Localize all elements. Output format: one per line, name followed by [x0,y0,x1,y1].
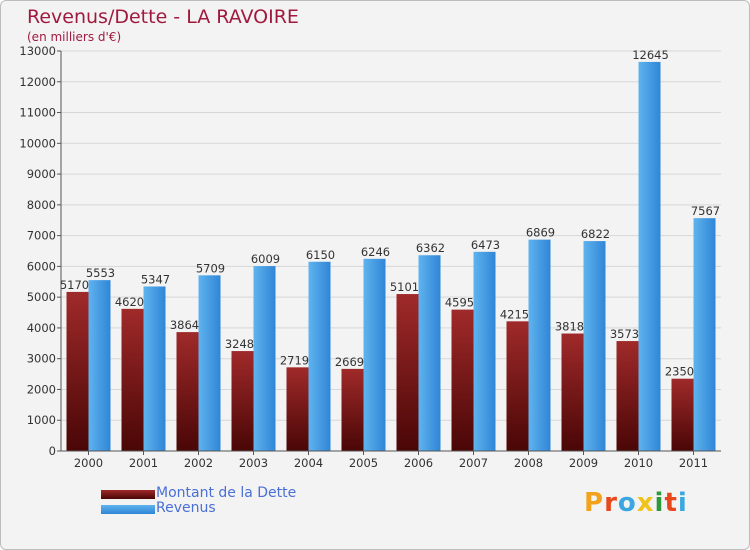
y-tick-label-2000: 2000 [27,382,56,396]
y-tick-label-3000: 3000 [27,352,56,366]
y-tick-label-1000: 1000 [27,413,56,427]
bar-dette-2007 [451,309,474,451]
data-label-revenus-2005: 6246 [361,245,390,259]
y-tick-label-5000: 5000 [27,290,56,304]
bar-revenus-2007 [473,251,496,451]
bar-dette-2011 [671,378,694,451]
logo-letter: x [636,488,655,518]
bar-revenus-2002 [198,275,221,451]
y-tick-label-7000: 7000 [27,229,56,243]
logo-letter: i [654,488,665,518]
data-label-dette-2002: 3864 [170,318,199,332]
bar-dette-2001 [121,308,144,451]
data-label-revenus-2003: 6009 [251,252,280,266]
bar-dette-2000 [66,291,89,451]
logo-letter: t [664,488,678,518]
legend-label-debt: Montant de la Dette [156,485,297,501]
y-tick-label-0: 0 [49,444,56,458]
bar-dette-2006 [396,294,419,451]
data-label-dette-2011: 2350 [665,365,694,379]
x-tick-label-2001: 2001 [129,456,158,470]
data-label-dette-2005: 2669 [335,355,364,369]
data-label-dette-2003: 3248 [225,337,254,351]
data-label-revenus-2009: 6822 [581,227,610,241]
bar-revenus-2000 [88,280,111,451]
grid-lines [61,50,721,452]
bar-dette-2010 [616,341,639,451]
bar-dette-2009 [561,333,584,451]
x-tick-label-2007: 2007 [459,456,488,470]
y-tick-label-6000: 6000 [27,259,56,273]
x-tick-label-2003: 2003 [239,456,268,470]
bar-dette-2004 [286,367,309,451]
data-label-revenus-2006: 6362 [416,241,445,255]
data-label-dette-2000: 5170 [60,278,89,292]
data-label-revenus-2011: 7567 [691,204,720,218]
bar-revenus-2010 [638,61,661,452]
x-tick-label-2002: 2002 [184,456,213,470]
y-tick-label-10000: 10000 [19,136,56,150]
x-tick-label-2011: 2011 [679,456,708,470]
chart-title: Revenus/Dette - LA RAVOIRE [27,6,299,28]
data-label-revenus-2007: 6473 [471,238,500,252]
bar-revenus-2008 [528,239,551,451]
x-tick-label-2004: 2004 [294,456,323,470]
data-label-dette-2004: 2719 [280,353,309,367]
x-tick-label-2010: 2010 [624,456,653,470]
legend-swatch-debt [101,490,155,499]
y-tick-label-8000: 8000 [27,198,56,212]
logo-letter: i [677,488,688,518]
bar-revenus-2004 [308,261,331,451]
x-tick-label-2009: 2009 [569,456,598,470]
data-label-dette-2006: 5101 [390,280,419,294]
y-tick-label-11000: 11000 [19,106,56,120]
chart-subtitle: (en milliers d'€) [27,30,122,44]
data-label-revenus-2010: 12645 [632,48,669,62]
data-label-dette-2008: 4215 [500,307,529,321]
data-label-revenus-2008: 6869 [526,226,555,240]
bars [66,61,716,452]
y-tick-label-4000: 4000 [27,321,56,335]
bar-dette-2003 [231,351,254,451]
x-tick-label-2000: 2000 [74,456,103,470]
y-tick-label-9000: 9000 [27,167,56,181]
bar-revenus-2005 [363,258,386,451]
x-tick-label-2005: 2005 [349,456,378,470]
data-label-revenus-2001: 5347 [141,272,170,286]
bar-revenus-2001 [143,286,166,451]
logo-letter: P [584,488,605,518]
data-label-revenus-2000: 5553 [86,266,115,280]
logo-letter: o [617,488,637,518]
axes: 0 1000 2000 3000 4000 5000 6000 7000 8000 9000 100… [19,44,721,470]
y-tick-label-13000: 13000 [19,44,56,58]
x-tick-label-2006: 2006 [404,456,433,470]
bar-revenus-2011 [693,218,716,451]
bar-revenus-2006 [418,255,441,451]
data-label-dette-2010: 3573 [610,327,639,341]
legend-label-revenus: Revenus [156,500,216,516]
logo-letter: r [604,488,618,518]
bar-dette-2002 [176,332,199,451]
data-label-revenus-2004: 6150 [306,248,335,262]
x-tick-label-2008: 2008 [514,456,543,470]
legend-swatch-revenus [101,505,155,514]
y-tick-label-12000: 12000 [19,75,56,89]
bar-dette-2005 [341,368,364,451]
data-label-revenus-2002: 5709 [196,261,225,275]
bar-revenus-2009 [583,241,606,451]
proxiti-logo: Proxiti [584,488,688,518]
bar-dette-2008 [506,321,529,451]
bar-revenus-2003 [253,266,276,451]
data-label-dette-2007: 4595 [445,296,474,310]
data-label-dette-2009: 3818 [555,320,584,334]
data-label-dette-2001: 4620 [115,295,144,309]
